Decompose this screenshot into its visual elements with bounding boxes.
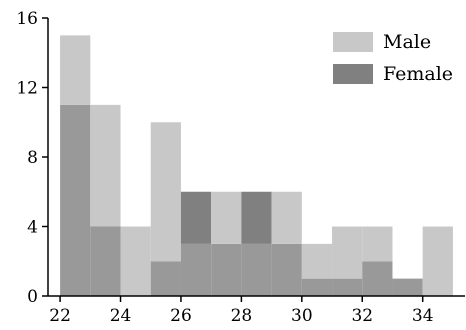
bar-male: [362, 226, 393, 262]
bar-overlap: [392, 278, 423, 296]
y-tick-label: 4: [27, 218, 38, 238]
x-tick-label: 28: [231, 306, 253, 326]
x-tick-label: 26: [170, 306, 192, 326]
bars-layer: [60, 35, 453, 296]
bar-male: [60, 35, 91, 105]
legend: Male Female: [333, 31, 453, 85]
bar-male: [211, 191, 242, 244]
bar-overlap: [60, 104, 91, 296]
x-tick-label: 22: [49, 306, 71, 326]
axes-layer: 0 4 8 12 16 22 24 26 28 30 32 34: [16, 9, 465, 326]
bar-overlap: [180, 243, 212, 296]
bar-male: [422, 226, 453, 296]
bar-female: [180, 191, 212, 244]
bar-female: [241, 191, 272, 244]
y-tick-label: 12: [16, 79, 38, 99]
x-tick-label: 30: [291, 306, 313, 326]
x-tick-label: 32: [351, 306, 373, 326]
bar-male: [271, 191, 302, 244]
bar-overlap: [271, 243, 302, 296]
legend-label-female: Female: [383, 63, 453, 85]
y-tick-label: 16: [16, 9, 38, 29]
y-tick-label: 8: [27, 148, 38, 168]
legend-label-male: Male: [383, 31, 431, 53]
bar-overlap: [332, 278, 363, 296]
legend-swatch-male: [333, 32, 373, 52]
legend-swatch-female: [333, 64, 373, 84]
bar-male: [150, 122, 181, 262]
bar-overlap: [362, 261, 393, 296]
bar-overlap: [90, 226, 121, 296]
bar-male: [120, 226, 151, 296]
bar-male: [301, 243, 333, 279]
x-tick-label: 24: [110, 306, 132, 326]
bar-overlap: [241, 243, 272, 296]
bar-overlap: [211, 243, 242, 296]
bar-overlap: [150, 261, 181, 296]
bar-male: [90, 104, 121, 227]
x-tick-label: 34: [412, 306, 434, 326]
bar-overlap: [301, 278, 333, 296]
bar-male: [332, 226, 363, 279]
y-tick-label: 0: [27, 287, 38, 307]
